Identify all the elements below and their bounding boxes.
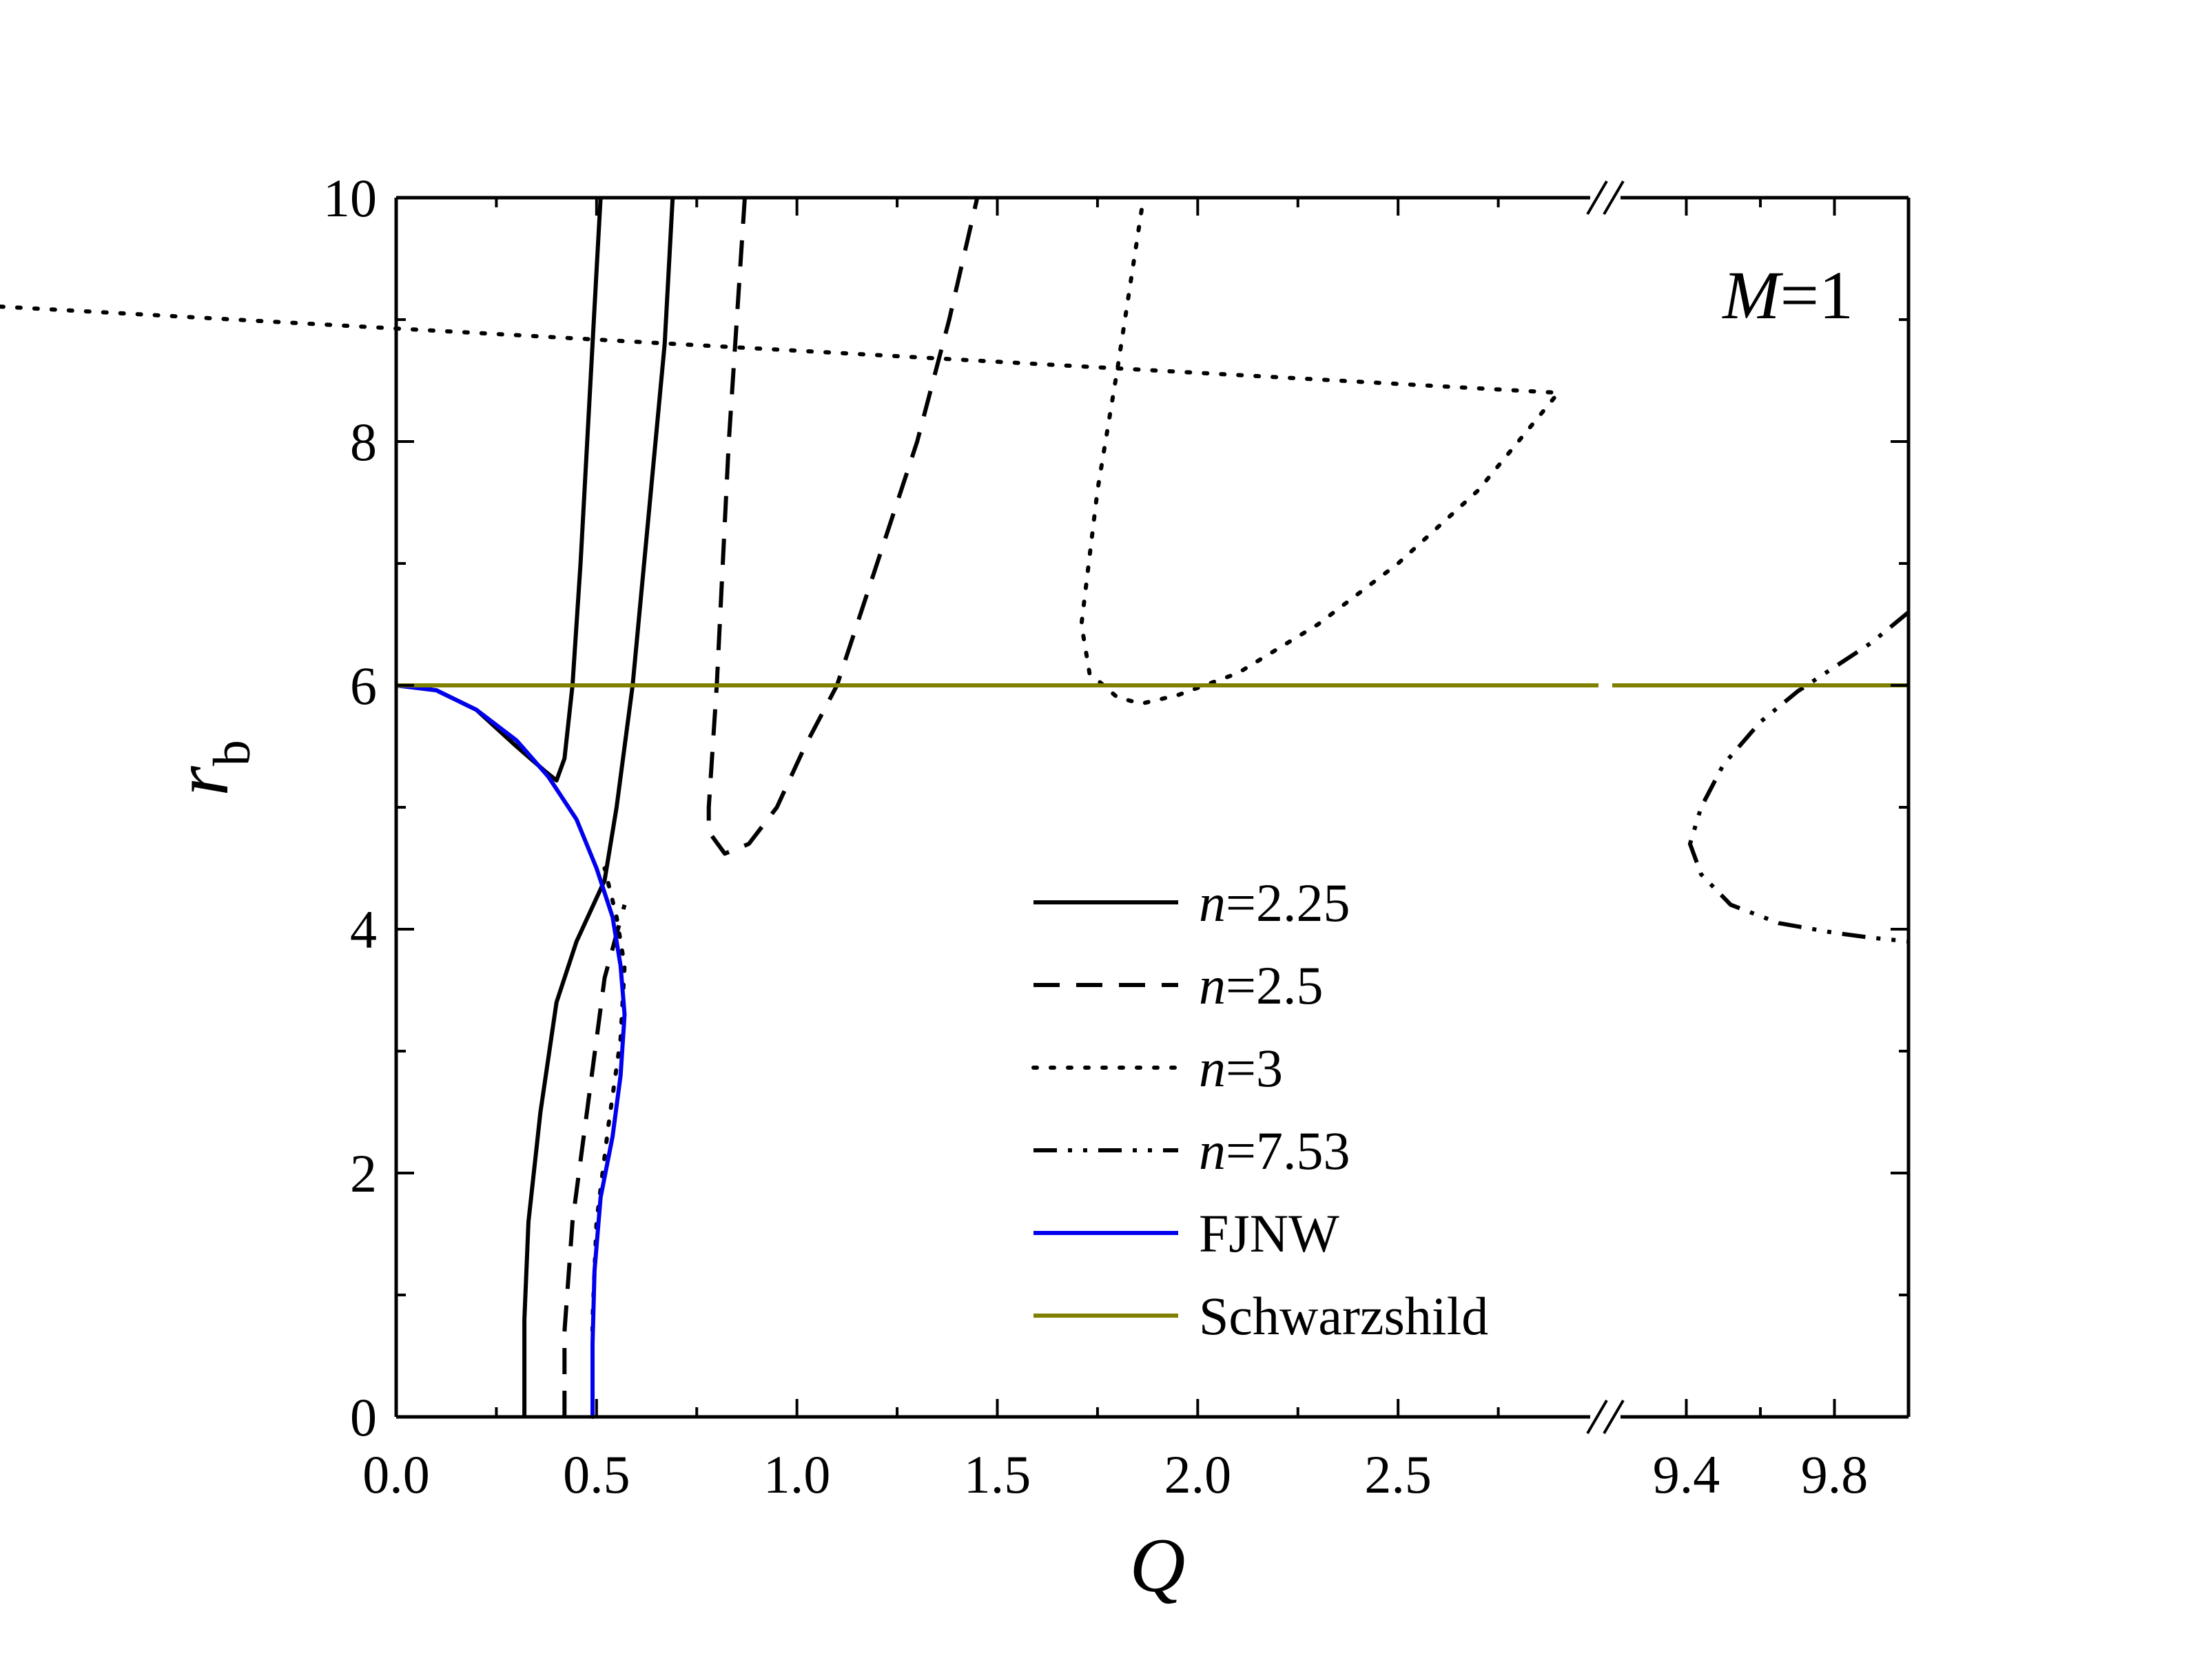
series-line-1-branch-0 [562, 904, 627, 1417]
axis-break-mark-0-0 [1586, 1399, 1608, 1435]
legend-label-5: Schwarzshild [1199, 1286, 1488, 1346]
x-axis-title: Q [1130, 1523, 1186, 1608]
x-tick-label-0-5: 2.5 [1364, 1444, 1432, 1504]
x-tick-label-1-0: 9.4 [1653, 1444, 1720, 1504]
y-tick-label-3: 6 [350, 656, 377, 716]
legend-label-rest-3: =7.53 [1226, 1121, 1350, 1181]
y-tick-label-0: 0 [350, 1387, 377, 1447]
y-tick-label-5: 10 [323, 168, 377, 228]
legend-label-italic-0: n [1199, 873, 1226, 933]
series-line-2-branch-1 [0, 207, 1561, 706]
legend-label-rest-4: FJNW [1199, 1203, 1339, 1263]
y-axis-title: rb [159, 740, 261, 796]
legend-label-2: n=3 [1199, 1038, 1283, 1098]
legend-label-rest-5: Schwarzshild [1199, 1286, 1488, 1346]
x-tick-label-0-2: 1.0 [763, 1444, 831, 1504]
legend-label-rest-1: =2.5 [1226, 955, 1324, 1015]
series-line-0-branch-1 [522, 197, 675, 1417]
axes-layer: 0 2 4 6 8 10 0.0 0.5 1.0 1.5 2.0 2.5 9.4 9.8 [323, 168, 1911, 1504]
series-line-1-branch-1 [706, 197, 980, 856]
series-layer [0, 197, 1910, 1419]
axis-break-mark-1-0 [1586, 180, 1608, 216]
x-tick-label-0-4: 2.0 [1164, 1444, 1232, 1504]
legend-label-1: n=2.5 [1199, 955, 1324, 1015]
labels-layer: rb Q M=1 [159, 257, 1853, 1608]
x-tick-label-0-0: 0.0 [362, 1444, 430, 1504]
legend-label-italic-3: n [1199, 1121, 1226, 1181]
mass-annotation: M=1 [1721, 257, 1853, 333]
series-line-4-branch-0 [395, 683, 627, 1417]
axis-break-mark-0-1 [1603, 1399, 1625, 1435]
y-tick-label-4: 8 [350, 412, 377, 472]
series-line-3-branch-0 [1687, 610, 1910, 944]
y-axis-title-subscript: b [203, 740, 261, 766]
legend-label-3: n=7.53 [1199, 1121, 1350, 1181]
axis-break-mark-1-1 [1603, 180, 1625, 216]
y-tick-label-2: 4 [350, 900, 377, 960]
x-tick-label-0-1: 0.5 [563, 1444, 630, 1504]
legend-label-0: n=2.25 [1199, 873, 1350, 933]
series-line-0-branch-0 [395, 197, 603, 783]
legend-label-rest-0: =2.25 [1226, 873, 1350, 933]
legend-label-4: FJNW [1199, 1203, 1339, 1263]
legend-label-rest-2: =3 [1226, 1038, 1283, 1098]
x-tick-label-1-1: 9.8 [1801, 1444, 1869, 1504]
legend-label-italic-1: n [1199, 955, 1226, 1015]
y-tick-label-1: 2 [350, 1143, 377, 1203]
x-tick-label-0-3: 1.5 [964, 1444, 1031, 1504]
legend-label-italic-2: n [1199, 1038, 1226, 1098]
